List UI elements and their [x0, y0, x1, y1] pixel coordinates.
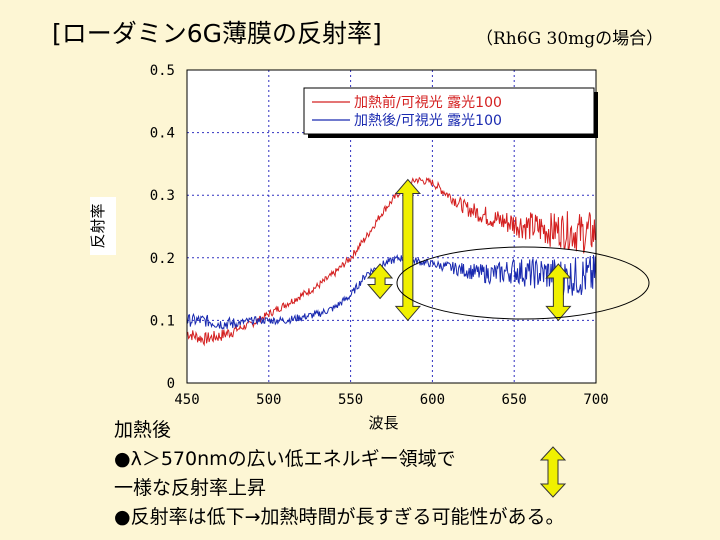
y-tick-label: 0.4: [150, 126, 175, 142]
note-line-1: 加熱後: [114, 419, 172, 441]
note-arrow: [539, 446, 567, 498]
x-axis-label: 波長: [368, 414, 398, 432]
x-tick-label: 450: [174, 392, 199, 408]
double-arrow-1: [366, 263, 394, 300]
x-tick-label: 550: [338, 392, 363, 408]
annotations: [366, 178, 650, 322]
y-tick-label: 0.5: [150, 63, 175, 79]
highlight-ellipse: [396, 246, 650, 320]
y-tick-label: 0: [167, 376, 175, 392]
legend: 加熱前/可視光 露光100 加熱後/可視光 露光100: [303, 87, 598, 138]
y-tick-label: 0.2: [150, 251, 175, 267]
note-line-4: ●反射率は低下→加熱時間が長すぎる可能性がある。: [114, 506, 565, 528]
series-line-1: [186, 176, 597, 347]
plot-frame: [186, 69, 597, 384]
legend-label-1: 加熱前/可視光 露光100: [354, 94, 502, 111]
x-tick-label: 600: [420, 392, 445, 408]
series-lines: [186, 176, 597, 347]
slide-subtitle: （Rh6G 30mgの場合）: [476, 29, 664, 49]
y-axis-label-text: 反射率: [89, 203, 107, 248]
legend-label-2: 加熱後/可視光 露光100: [354, 113, 502, 129]
legend-box: [303, 87, 595, 135]
note-line-2: ●λ＞570nmの広い低エネルギー領域で: [114, 448, 456, 470]
tick-labels: 450 500 550 600 650 700 0 0.1 0.2 0.3 0.4 0.5: [150, 63, 609, 408]
double-arrow-3: [545, 263, 572, 322]
double-arrow-2: [394, 178, 421, 322]
x-tick-label: 500: [256, 392, 281, 408]
note-double-arrow: [539, 446, 567, 498]
note-line-3: 一様な反射率上昇: [114, 477, 267, 499]
notes: 加熱後 ●λ＞570nmの広い低エネルギー領域で 一様な反射率上昇 ●反射率は低…: [114, 416, 565, 532]
x-tick-label: 650: [502, 392, 527, 408]
y-axis-label: 反射率: [89, 197, 116, 255]
y-tick-label: 0.3: [150, 188, 175, 204]
x-tick-label: 700: [583, 392, 608, 408]
series-line-2: [186, 253, 597, 330]
y-tick-label: 0.1: [150, 313, 175, 329]
y-label-box: [90, 197, 116, 255]
slide-title: [ローダミン6G薄膜の反射率]: [52, 19, 382, 48]
